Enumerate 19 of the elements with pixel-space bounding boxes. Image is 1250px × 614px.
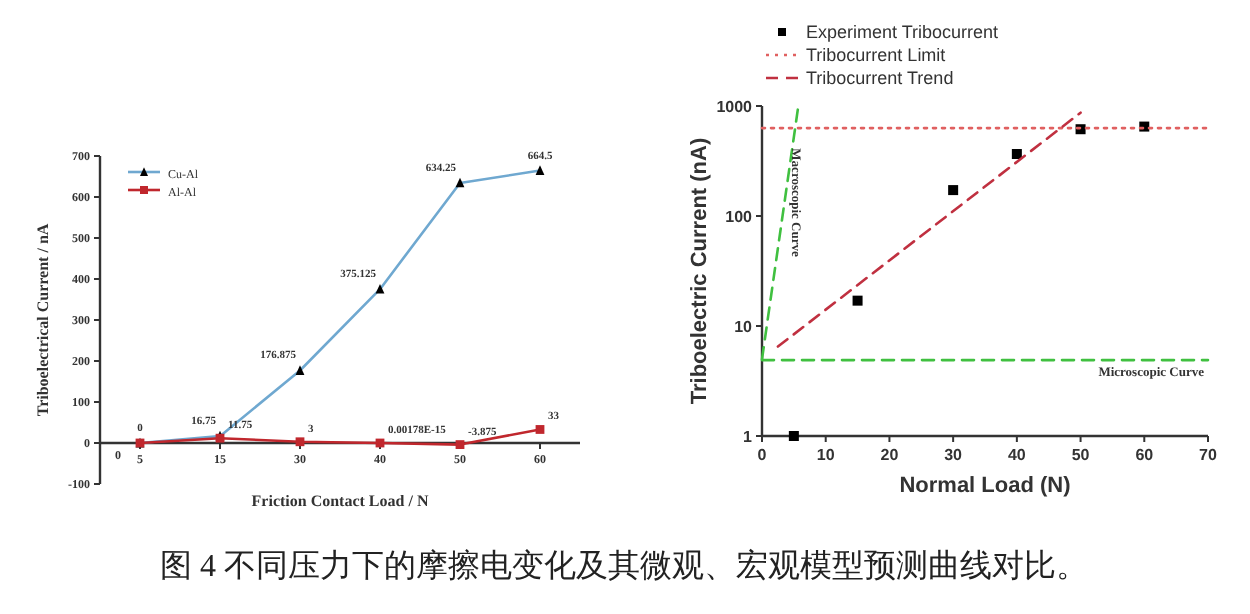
y-tick-label: 1 (743, 427, 754, 446)
x-tick-label: 50 (1071, 446, 1091, 464)
y-axis-title: Triboelectrical Current / nA (34, 223, 52, 417)
x-tick-label: 20 (880, 446, 900, 464)
x-axis-title: Friction Contact Load / N (251, 492, 429, 510)
x-tick-label: 10 (816, 446, 836, 464)
x-tick-label: 70 (1199, 446, 1218, 464)
x-axis-title: Normal Load (N) (899, 474, 1072, 498)
x-tick-label: 0 (757, 446, 768, 464)
y-tick-label: 100 (725, 207, 754, 226)
caption: 图 4 不同压力下的摩擦电变化及其微观、宏观模型预测曲线对比。 (160, 548, 1088, 584)
x-tick-label: 30 (944, 446, 964, 464)
legend-label: Tribocurrent Limit (806, 45, 947, 65)
legend-label: Tribocurrent Trend (806, 68, 954, 88)
y-axis-title: Triboelectric Current (nA) (688, 137, 712, 405)
x-tick-label: 40 (1007, 446, 1027, 464)
y-tick-label: 1000 (716, 97, 754, 116)
x-tick-label: 60 (1135, 446, 1155, 464)
y-tick-label: 10 (734, 317, 754, 336)
